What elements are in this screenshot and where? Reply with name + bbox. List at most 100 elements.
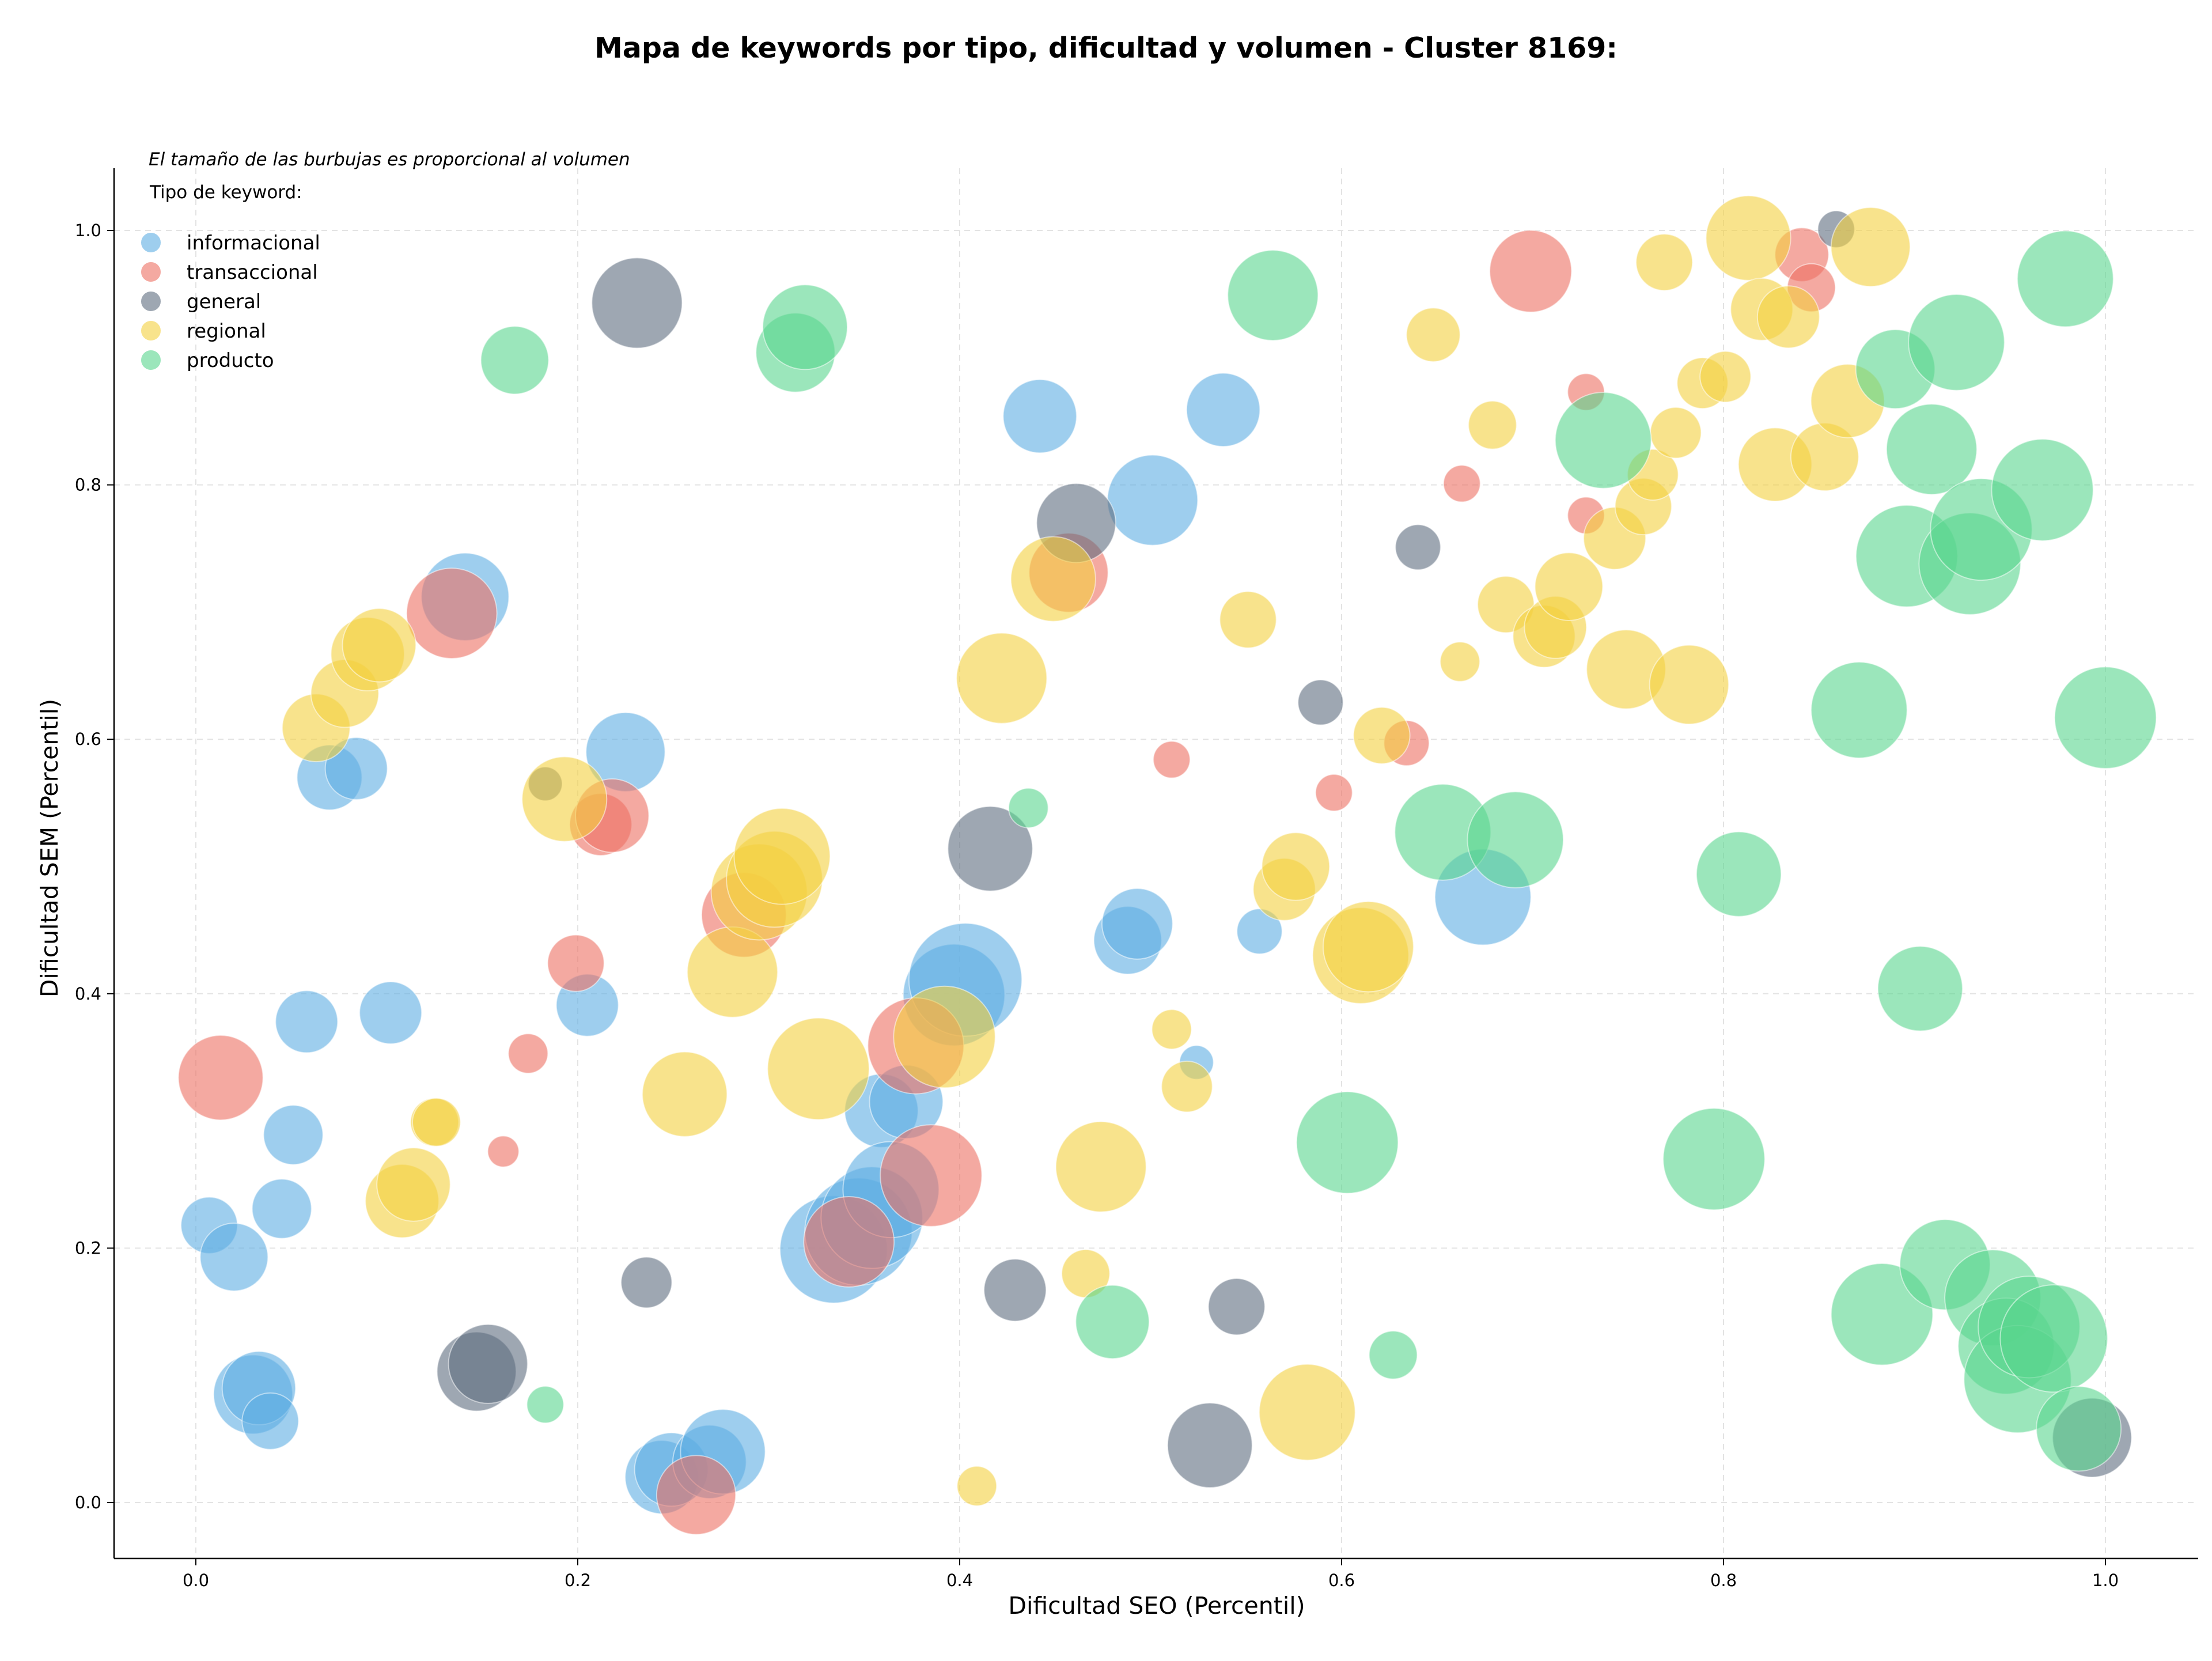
bubble-regional	[642, 1051, 728, 1137]
x-tick-label: 0.6	[1328, 1571, 1355, 1590]
bubble-regional	[893, 985, 996, 1089]
bubble-transaccional	[1315, 774, 1353, 812]
bubble-regional	[956, 1466, 998, 1507]
legend-marker-producto	[140, 349, 162, 371]
bubble-regional	[1440, 641, 1480, 682]
bubble-producto	[2054, 666, 2157, 769]
axes: 0.0 0.2 0.4 0.6 0.8 1.0 0.0 0.2 0.4 0.6 0.8 1.0	[75, 168, 2198, 1590]
bubble-transaccional	[1489, 229, 1573, 313]
bubble-regional	[1259, 1363, 1356, 1461]
bubble-general	[591, 257, 683, 349]
x-tick-label: 0.0	[183, 1571, 209, 1590]
bubble-regional	[1406, 307, 1461, 362]
legend-marker-transaccional	[140, 261, 162, 283]
x-tick-label: 1.0	[2092, 1571, 2119, 1590]
bubble-regional	[1353, 706, 1411, 765]
bubble-regional	[1756, 285, 1820, 349]
bubble-producto	[1810, 661, 1908, 759]
bubble-informacional	[359, 981, 422, 1045]
bubble-regional	[1010, 536, 1096, 622]
bubble-transaccional	[1153, 740, 1191, 779]
bubble-informacional	[275, 990, 339, 1054]
bubble-informacional	[324, 737, 388, 800]
y-tick-label: 0.6	[75, 729, 101, 749]
legend-title: Tipo de keyword:	[149, 182, 302, 203]
bubble-producto	[2017, 230, 2114, 328]
bubble-producto	[480, 326, 550, 395]
y-tick-label: 0.4	[75, 984, 101, 1004]
bubble-regional	[1635, 233, 1694, 292]
bubble-general	[983, 1258, 1047, 1322]
y-tick-label: 0.8	[75, 475, 101, 495]
volume-note: El tamaño de las burbujas es proporciona…	[149, 149, 630, 170]
bubble-regional	[1055, 1121, 1147, 1213]
bubble-informacional	[1107, 454, 1199, 546]
x-tick-label: 0.4	[946, 1571, 973, 1590]
bubble-transaccional	[880, 1124, 983, 1227]
bubble-transaccional	[547, 934, 605, 992]
bubble-regional	[1219, 591, 1277, 649]
bubble-producto	[1554, 392, 1652, 489]
legend: informacional transaccional general regiona…	[140, 232, 320, 372]
bubble-informacional	[1185, 372, 1261, 447]
bubble-informacional	[1002, 379, 1077, 454]
bubble-regional	[1534, 552, 1604, 622]
bubble-informacional	[199, 1223, 269, 1292]
bubble-general	[448, 1323, 528, 1404]
bubble-general	[947, 805, 1033, 892]
bubble-regional	[1650, 407, 1702, 459]
bubble-producto	[1227, 249, 1319, 341]
bubble-informacional	[263, 1104, 324, 1166]
legend-label-producto: producto	[187, 349, 274, 372]
legend-label-general: general	[187, 290, 261, 313]
bubble-transaccional	[803, 1196, 895, 1288]
bubble-transaccional	[507, 1033, 549, 1074]
bubble-regional	[1151, 1009, 1192, 1050]
bubble-producto	[1999, 1284, 2108, 1393]
y-axis-label: Dificultad SEM (Percentil)	[36, 699, 63, 997]
bubble-regional	[956, 632, 1048, 724]
bubble-regional	[412, 1098, 461, 1147]
bubble-transaccional	[487, 1135, 520, 1168]
x-tick-label: 0.8	[1710, 1571, 1737, 1590]
legend-label-transaccional: transaccional	[187, 261, 318, 284]
bubble-regional	[521, 756, 608, 842]
legend-marker-general	[140, 290, 162, 312]
bubble-informacional	[1101, 888, 1173, 960]
y-tick-label: 1.0	[75, 221, 101, 240]
bubble-transaccional	[1442, 464, 1481, 503]
bubble-transaccional	[406, 567, 498, 659]
bubble-producto	[1696, 831, 1782, 917]
bubble-producto	[1877, 945, 1963, 1032]
bubble-producto	[1075, 1284, 1150, 1360]
bubble-regional	[1699, 350, 1752, 403]
bubble-general	[1297, 679, 1344, 726]
bubble-regional	[1468, 400, 1517, 450]
bubble-informacional	[241, 1392, 300, 1450]
bubble-transaccional	[656, 1455, 737, 1535]
bubble-regional	[342, 608, 416, 683]
bubble-regional	[733, 808, 831, 905]
legend-marker-regional	[140, 320, 162, 342]
bubble-producto	[1008, 788, 1049, 828]
bubble-regional	[1261, 832, 1331, 901]
bubble-general	[1166, 1402, 1253, 1489]
bubble-producto	[1991, 438, 2094, 542]
chart-title: Mapa de keywords por tipo, dificultad y …	[594, 32, 1618, 65]
x-tick-label: 0.2	[565, 1571, 591, 1590]
y-tick-label: 0.0	[75, 1493, 101, 1512]
bubble-regional	[1830, 207, 1911, 287]
bubble-regional	[767, 1017, 870, 1121]
bubble-producto	[2036, 1386, 2122, 1472]
legend-label-informacional: informacional	[187, 232, 320, 255]
bubble-regional	[1161, 1060, 1213, 1113]
bubble-general	[1207, 1278, 1266, 1335]
bubble-regional	[1649, 644, 1729, 725]
bubble-transaccional	[177, 1035, 264, 1121]
bubble-general	[620, 1256, 673, 1309]
bubble-producto	[1908, 294, 2005, 391]
bubble-regional	[1705, 195, 1791, 281]
legend-marker-informacional	[140, 232, 162, 253]
bubble-producto	[1662, 1107, 1766, 1211]
